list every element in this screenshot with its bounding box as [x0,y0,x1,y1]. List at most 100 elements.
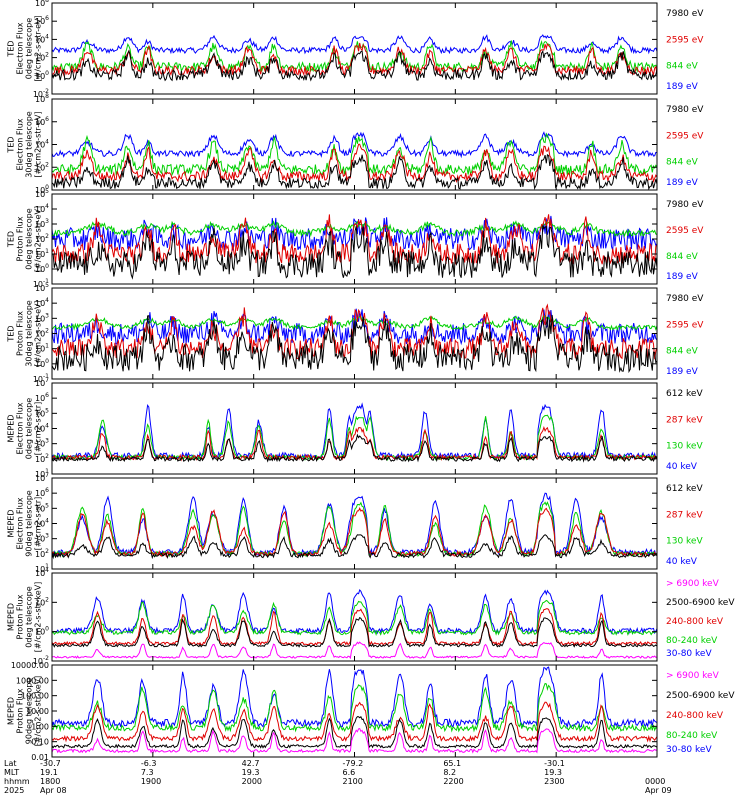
y-tick-label: 104 [35,203,49,214]
y-tick-label: 100 [35,70,49,81]
y-axis-label-line: [#/cm2-s-str-keV] [34,582,43,653]
legend-entry: 287 keV [666,510,703,520]
legend-entry: > 6900 keV [666,671,720,681]
series-line-3 [51,220,658,238]
x-tick-mlt: 19.3 [544,768,562,777]
y-tick-label: 108 [35,93,49,104]
y-tick-label: 102 [35,596,49,607]
legend-entry: 130 keV [666,537,703,547]
x-tick-date: Apr 08 [40,786,67,795]
y-axis-label-line: Proton Flux [16,688,25,733]
y-tick-label: 10-2 [33,655,49,666]
x-tick-hhmm: 1900 [141,777,161,786]
y-axis-label-line: 0deg telescope [25,586,34,647]
y-tick-label: 10-2 [33,88,49,99]
y-axis-label-line: MEPED [7,603,16,631]
legend-entry: 40 keV [666,462,698,472]
y-tick-label: 100 [35,263,49,274]
y-tick-label: 102 [35,328,49,339]
legend-entry: 7980 eV [666,9,704,19]
series-line-2 [51,425,658,462]
y-tick-label: 10-1 [33,278,49,289]
legend-entry: 2500-6900 keV [666,598,735,608]
legend-entry: 240-800 keV [666,617,724,627]
x-tick-mlt: 19.1 [40,768,58,777]
y-tick-label: 101 [35,468,49,479]
legend-entry: 189 eV [666,178,699,188]
y-axis-label-line: 30deg telescope [25,300,34,367]
y-tick-label: 106 [35,15,49,26]
legend-entry: 2595 eV [666,320,704,330]
y-axis-label-line: MEPED [7,510,16,538]
y-tick-label: 107 [35,472,49,483]
series-line-3 [51,608,658,647]
y-tick-label: 107 [35,377,49,388]
y-tick-label: 10-1 [33,373,49,384]
y-axis-label: MEPED Proton Flux 90deg telescope [#/cm2-s-… [7,676,43,747]
panel-frame [51,382,658,475]
y-axis-label: MEPED Electron Flux 90deg telescope [#/cm2-… [7,490,43,557]
y-axis-label: TED Electron Flux 30deg telescope [#/cm2-s-… [7,111,43,178]
y-axis-label-line: 30deg telescope [25,111,34,178]
x-tick-mlt: 6.6 [343,768,356,777]
series-line-3 [51,414,658,462]
y-axis-label-line: 90deg telescope [25,678,34,745]
y-axis-label-line: Electron Flux [16,118,25,170]
y-tick-label: 1000.00 [16,676,49,685]
y-axis-label-line: 0deg telescope [25,208,34,269]
y-tick-label: 103 [35,533,49,544]
x-tick-hhmm: 2200 [443,777,463,786]
x-tick-lat: 65.1 [443,759,461,768]
y-tick-label: 100 [35,626,49,637]
y-axis-label-line: TED [7,325,16,342]
y-tick-label: 104 [35,297,49,308]
y-tick-label: 1.00 [31,722,49,731]
legend-entry: 2595 eV [666,35,704,45]
y-axis-label: TED Proton Flux 0deg telescope [#/cm2-s-str… [7,206,43,272]
legend-entry: 80-240 keV [666,636,718,646]
y-tick-label: 104 [35,518,49,529]
x-tick-date: Apr 09 [645,786,672,795]
y-tick-label: 104 [35,423,49,434]
legend-entry: 2595 eV [666,226,704,236]
x-axis-row-label: Lat [4,759,17,768]
y-tick-label: 101 [35,248,49,259]
y-tick-label: 10.00 [26,707,49,716]
y-tick-label: 101 [35,563,49,574]
series-line-4 [51,215,658,252]
y-tick-label: 104 [35,567,49,578]
y-axis-label-line: MEPED [7,415,16,443]
y-axis-label-line: TED [7,136,16,153]
legend-entry: 130 keV [666,442,703,452]
y-tick-label: 103 [35,438,49,449]
panel-6: 101 102 103 104 105 106 107 MEPED Electron Flux 9… [7,472,704,574]
x-tick-mlt: 8.2 [443,768,456,777]
y-axis-label-line: [#/cm2-s-str-eV] [34,206,43,272]
y-axis-label-line: [#/cm2-s-str-eV] [34,111,43,177]
panel-3: 10-1 100 101 102 103 104 105 TED Proton Flux 0deg… [7,188,705,289]
y-tick-label: 100 [35,358,49,369]
y-axis-label-line: Electron Flux [16,497,25,549]
panel-frame [51,572,658,662]
y-axis-label-line: Electron Flux [16,22,25,74]
legend-entry: 189 eV [666,272,699,282]
x-tick-lat: -30.7 [40,759,61,768]
panel-7: 10-2 100 102 104 MEPED Proton Flux 0deg telesc… [7,567,736,666]
x-tick-hhmm: 0000 [645,777,665,786]
legend-entry: 844 eV [666,158,699,168]
legend-entry: 612 keV [666,389,703,399]
y-axis-label-line: [#/cm2-s-str-eV] [34,300,43,366]
y-tick-label: 106 [35,392,49,403]
x-tick-mlt: 19.3 [242,768,260,777]
y-axis-label-line: TED [7,231,16,248]
x-tick-lat: -30.1 [544,759,565,768]
y-tick-label: 102 [35,233,49,244]
legend-entry: 189 eV [666,82,699,92]
y-tick-label: 100 [35,184,49,195]
legend-entry: 30-80 keV [666,649,712,659]
y-axis-label: TED Proton Flux 30deg telescope [#/cm2-s-st… [7,300,43,367]
series-line-1 [51,225,658,280]
x-tick-hhmm: 2000 [242,777,262,786]
